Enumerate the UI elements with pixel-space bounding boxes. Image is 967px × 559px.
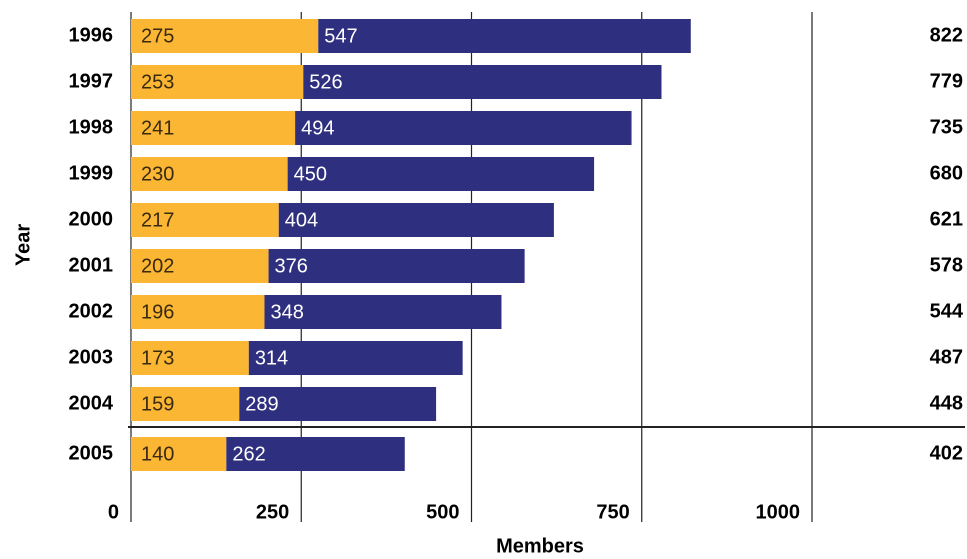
bar-segment <box>268 249 525 283</box>
y-tick-label: 2004 <box>69 392 114 414</box>
value-label: 376 <box>275 255 308 277</box>
bar-segment <box>131 203 279 237</box>
y-tick-label: 1998 <box>69 116 114 138</box>
total-label: 544 <box>930 300 964 322</box>
bar-segment <box>226 437 405 471</box>
x-tick-label: 0 <box>108 501 119 523</box>
bar-segment <box>131 295 265 329</box>
bar-segment <box>318 19 691 53</box>
y-tick-label: 1996 <box>69 24 114 46</box>
total-label: 735 <box>930 116 963 138</box>
bar-segment <box>131 249 269 283</box>
value-label: 217 <box>141 209 174 231</box>
x-tick-label: 250 <box>256 501 289 523</box>
y-tick-label: 2000 <box>69 208 114 230</box>
value-label: 159 <box>141 393 174 415</box>
y-tick-label: 2005 <box>69 442 114 464</box>
y-tick-label: 2001 <box>69 254 114 276</box>
bar-segment <box>248 341 463 375</box>
total-label: 402 <box>930 442 963 464</box>
bar-segment <box>131 111 296 145</box>
bar-segment <box>278 203 554 237</box>
bar-segment <box>295 111 632 145</box>
y-axis-label: Year <box>12 224 34 266</box>
x-tick-label: 750 <box>596 501 629 523</box>
value-label: 140 <box>141 443 174 465</box>
value-label: 230 <box>141 163 174 185</box>
value-label: 173 <box>141 347 174 369</box>
y-tick-label: 1999 <box>69 162 114 184</box>
bar-segment <box>131 341 249 375</box>
value-label: 275 <box>141 25 174 47</box>
total-label: 621 <box>930 208 963 230</box>
x-tick-label: 1000 <box>756 501 801 523</box>
value-label: 262 <box>232 443 265 465</box>
bar-segment <box>264 295 502 329</box>
bar-segment <box>131 387 240 421</box>
bar-segment <box>131 437 227 471</box>
bar-segment <box>131 157 288 191</box>
bar-segment <box>131 19 319 53</box>
value-label: 404 <box>285 209 318 231</box>
value-label: 241 <box>141 117 174 139</box>
bar-segment <box>131 65 304 99</box>
y-tick-label: 2003 <box>69 346 114 368</box>
value-label: 450 <box>294 163 327 185</box>
bar-segment <box>303 65 662 99</box>
value-label: 526 <box>309 71 342 93</box>
value-label: 253 <box>141 71 174 93</box>
total-label: 822 <box>930 24 963 46</box>
bar-segment <box>239 387 437 421</box>
total-label: 680 <box>930 162 963 184</box>
value-label: 289 <box>245 393 278 415</box>
value-label: 547 <box>324 25 357 47</box>
y-tick-label: 1997 <box>69 70 114 92</box>
total-label: 487 <box>930 346 963 368</box>
value-label: 348 <box>270 301 303 323</box>
x-tick-label: 500 <box>426 501 459 523</box>
total-label: 578 <box>930 254 963 276</box>
y-tick-label: 2002 <box>69 300 114 322</box>
value-label: 314 <box>255 347 288 369</box>
value-label: 494 <box>301 117 334 139</box>
value-label: 202 <box>141 255 174 277</box>
total-label: 448 <box>930 392 963 414</box>
x-axis-label: Members <box>496 535 584 557</box>
value-label: 196 <box>141 301 174 323</box>
bar-segment <box>287 157 595 191</box>
total-label: 779 <box>930 70 963 92</box>
